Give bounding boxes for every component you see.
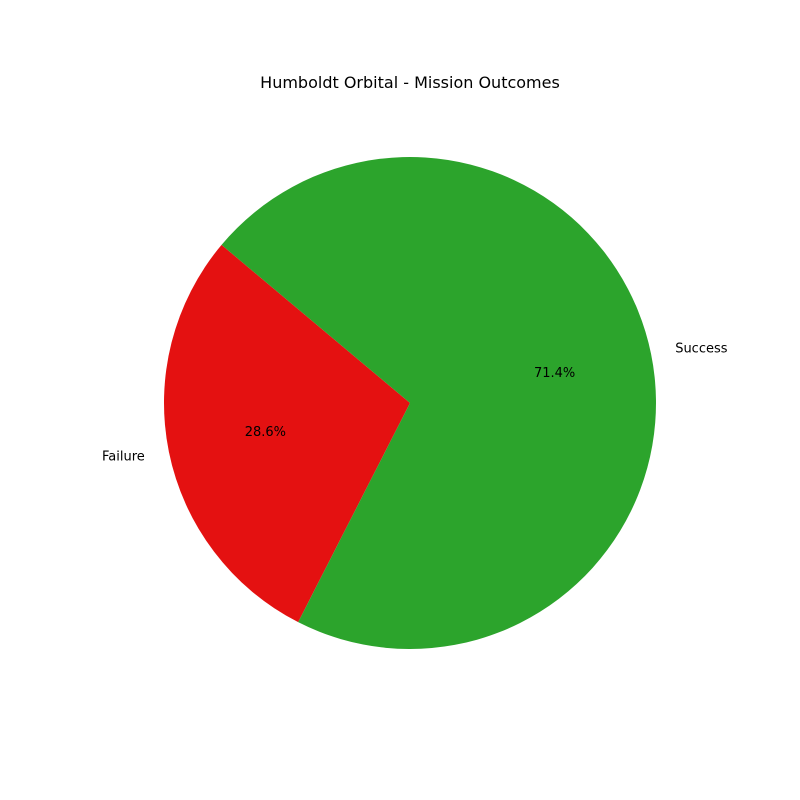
pie-slices	[163, 156, 656, 649]
pie-slice-success	[221, 156, 656, 649]
pie-slice-failure	[163, 244, 410, 623]
slice-label-failure: Failure	[102, 449, 145, 464]
pct-label-failure: 28.6%	[245, 425, 286, 440]
slice-label-success: Success	[675, 342, 728, 357]
pct-label-success: 71.4%	[534, 366, 575, 381]
chart-title: Humboldt Orbital - Mission Outcomes	[260, 73, 560, 92]
pie-labels: Failure 28.6% Success 71.4%	[102, 342, 728, 465]
